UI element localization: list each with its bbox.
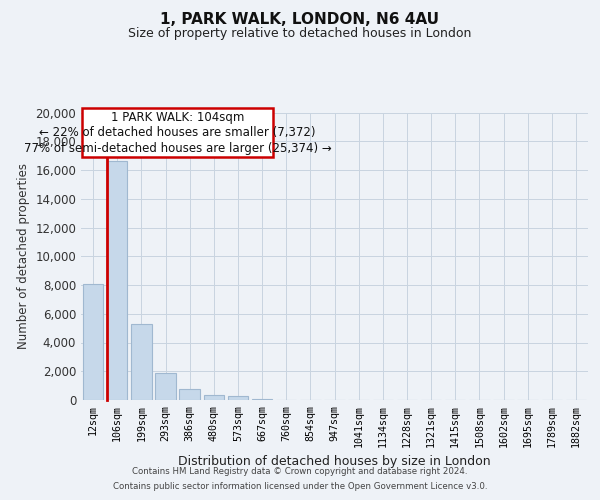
Bar (252, 398, 272, 400)
Bar (155, 374, 176, 400)
Text: Size of property relative to detached houses in London: Size of property relative to detached ho… (128, 28, 472, 40)
Bar (179, 388, 200, 400)
Bar (227, 396, 248, 400)
Y-axis label: Number of detached properties: Number of detached properties (17, 163, 30, 350)
Text: Contains public sector information licensed under the Open Government Licence v3: Contains public sector information licen… (113, 482, 487, 491)
Bar (131, 324, 152, 400)
Text: 1, PARK WALK, LONDON, N6 4AU: 1, PARK WALK, LONDON, N6 4AU (161, 12, 439, 28)
Text: ← 22% of detached houses are smaller (7,372): ← 22% of detached houses are smaller (7,… (40, 126, 316, 139)
Text: 77% of semi-detached houses are larger (25,374) →: 77% of semi-detached houses are larger (… (23, 142, 331, 155)
Text: Contains HM Land Registry data © Crown copyright and database right 2024.: Contains HM Land Registry data © Crown c… (132, 467, 468, 476)
Bar (83, 284, 103, 400)
X-axis label: Distribution of detached houses by size in London: Distribution of detached houses by size … (178, 455, 491, 468)
Text: 1 PARK WALK: 104sqm: 1 PARK WALK: 104sqm (111, 112, 244, 124)
FancyBboxPatch shape (82, 108, 273, 157)
Bar (107, 162, 127, 400)
Bar (203, 395, 224, 400)
